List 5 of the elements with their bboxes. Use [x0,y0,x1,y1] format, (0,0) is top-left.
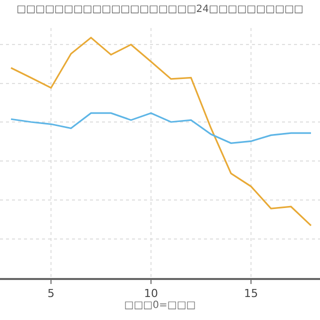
x-tick-label: 10 [144,286,158,300]
x-axis-title: □□□0=□□□ [124,300,196,311]
chart-title: □□□□□□□□□□□□□□□□□□□24□□□□□□□□□□ [16,4,304,15]
x-tick-label: 15 [244,286,258,300]
x-tick-label: 5 [48,286,54,300]
